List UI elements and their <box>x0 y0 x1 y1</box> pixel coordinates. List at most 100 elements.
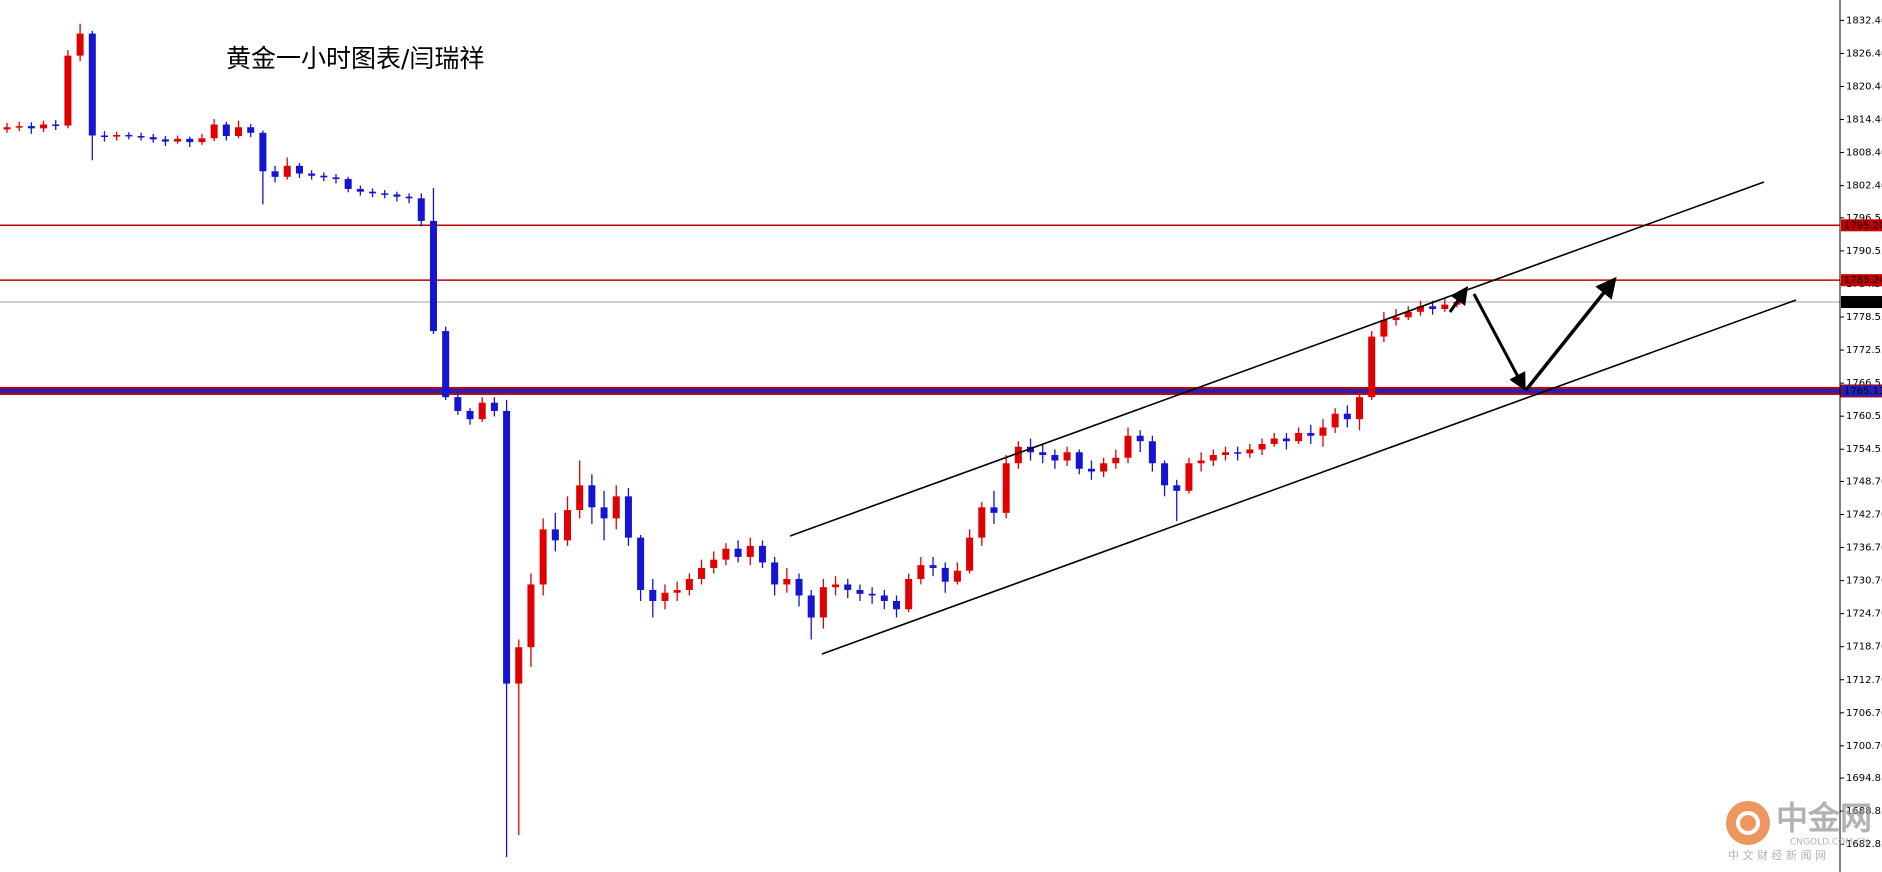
level-label: 1795.20 <box>1844 220 1882 231</box>
candle-body <box>40 124 48 129</box>
level-label-box <box>1841 296 1882 309</box>
candle-body <box>1343 413 1351 420</box>
candle-body <box>600 507 608 519</box>
candle-body <box>1161 463 1169 486</box>
candle-body <box>880 595 888 601</box>
candle-body <box>649 589 657 601</box>
watermark: 中金网 CNGOLD.COM.CN 中 文 财 经 新 闻 网 <box>1726 799 1872 862</box>
candle-body <box>490 402 498 411</box>
candle-body <box>953 570 961 582</box>
y-tick-label: 1718.70 <box>1846 642 1882 653</box>
level-labels: 1795.20 1785.24 1781.27 1765.13 <box>1840 219 1882 398</box>
candle-body <box>1063 452 1071 461</box>
candle-body <box>1221 452 1229 456</box>
candle-body <box>149 137 157 140</box>
candle-body <box>1051 455 1059 461</box>
candle-body <box>905 578 913 610</box>
candle-body <box>1441 304 1449 310</box>
candle-body <box>917 565 925 579</box>
candle-body <box>1331 413 1339 428</box>
candle-body <box>15 126 23 128</box>
candle-body <box>442 331 450 398</box>
y-axis-ticks: 1832.40 1826.40 1820.40 1814.40 1808.40 1802.… <box>1840 15 1882 850</box>
candle-body <box>27 126 35 129</box>
candle-body <box>1258 443 1266 450</box>
y-tick-label: 1826.40 <box>1846 48 1882 59</box>
candle-body <box>1246 449 1254 454</box>
level-label: 1785.24 <box>1844 275 1882 286</box>
candle-body <box>832 584 840 588</box>
candle-body <box>624 496 632 538</box>
candle-body <box>1173 485 1181 491</box>
candle-body <box>295 165 303 174</box>
y-tick-label: 1706.70 <box>1846 708 1882 719</box>
candle-body <box>52 124 60 126</box>
logo <box>1726 801 1770 845</box>
candle-body <box>478 402 486 420</box>
candle-body <box>1416 306 1424 312</box>
candle-body <box>892 600 900 610</box>
candle-body <box>1234 452 1242 454</box>
arrow <box>1524 276 1617 392</box>
y-tick-label: 1724.70 <box>1846 609 1882 620</box>
watermark-slogan: 中 文 财 经 新 闻 网 <box>1728 848 1826 862</box>
candle-body <box>466 410 474 420</box>
candle-body <box>637 537 645 590</box>
candle-body <box>235 127 243 137</box>
candle-body <box>1039 452 1047 456</box>
level-label-box <box>1841 219 1882 232</box>
level-label-box <box>1841 274 1882 287</box>
candle-body <box>113 134 121 137</box>
candle-body <box>64 55 72 126</box>
candle-body <box>527 584 535 648</box>
candle-body <box>100 135 108 138</box>
candle-body <box>868 593 876 596</box>
candle-body <box>88 33 96 136</box>
y-tick-label: 1796.55 <box>1846 213 1882 224</box>
candle-body <box>734 548 742 557</box>
candle-body <box>966 537 974 571</box>
candle-body <box>685 578 693 590</box>
candle-body <box>746 545 754 557</box>
watermark-name: 中金网 <box>1776 799 1872 837</box>
arrow <box>1448 286 1469 313</box>
candle-body <box>1209 455 1217 461</box>
candle-body <box>990 507 998 513</box>
level-label: 1781.27 <box>1844 297 1882 308</box>
candle-body <box>795 578 803 596</box>
candle-body <box>247 127 255 133</box>
y-tick-label: 1688.85 <box>1846 806 1882 817</box>
candle-body <box>771 562 779 585</box>
candle-body <box>1429 306 1437 310</box>
candle-body <box>417 198 425 221</box>
candle-body <box>1368 336 1376 398</box>
level-label: 1765.13 <box>1844 386 1882 397</box>
logo <box>1736 811 1760 835</box>
candle-body <box>381 193 389 195</box>
arrow <box>1472 293 1526 392</box>
y-tick-label: 1748.70 <box>1846 476 1882 487</box>
candle-body <box>259 132 267 172</box>
y-tick-label: 1694.85 <box>1846 773 1882 784</box>
y-tick-label: 1742.70 <box>1846 509 1882 520</box>
candle-body <box>515 647 523 684</box>
y-tick-label: 1802.40 <box>1846 181 1882 192</box>
y-tick-label: 1790.55 <box>1846 246 1882 257</box>
candle-body <box>283 165 291 177</box>
watermark-site: CNGOLD.COM.CN <box>1790 838 1869 848</box>
candle-body <box>929 565 937 568</box>
candle-body <box>320 175 328 178</box>
candle-body <box>1002 463 1010 513</box>
candle-body <box>710 559 718 568</box>
candle-body <box>1282 438 1290 442</box>
candle-body <box>125 134 133 137</box>
candle-body <box>1380 320 1388 337</box>
candle-body <box>1148 441 1156 464</box>
candle-body <box>369 191 377 194</box>
candle-body <box>856 589 864 594</box>
candle-body <box>1075 452 1083 469</box>
y-tick-label: 1760.55 <box>1846 411 1882 422</box>
y-tick-label: 1700.70 <box>1846 741 1882 752</box>
candle-body <box>539 529 547 585</box>
